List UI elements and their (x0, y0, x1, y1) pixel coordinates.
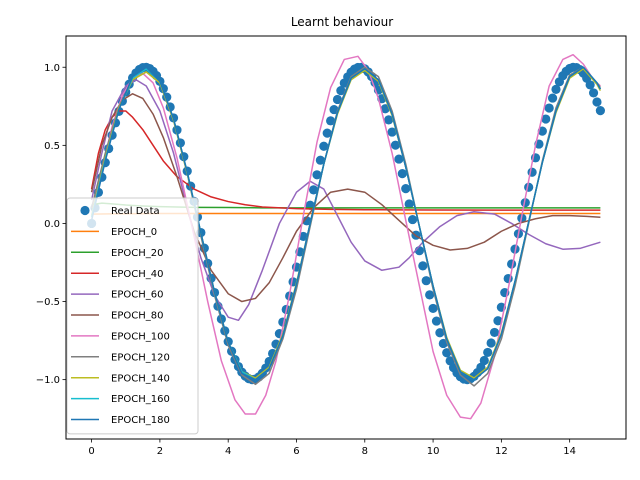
y-tick-label: −1.0 (36, 375, 60, 386)
x-tick-label: 4 (225, 446, 231, 457)
legend-label: EPOCH_0 (111, 227, 157, 238)
real-data-point (401, 184, 411, 194)
real-data-point (483, 347, 493, 358)
x-tick-label: 10 (427, 446, 440, 457)
legend-label: EPOCH_60 (111, 290, 163, 301)
real-data-point (418, 261, 428, 271)
real-data-point (476, 362, 486, 372)
legend-label: EPOCH_120 (111, 352, 170, 363)
real-data-point (319, 141, 329, 151)
x-tick-label: 2 (157, 446, 163, 457)
real-data-point (425, 290, 435, 300)
real-data-point (442, 348, 452, 358)
x-axis: 0 2 4 6 8 10 12 14 (88, 439, 576, 457)
legend-marker-real-data (80, 205, 90, 216)
real-data-point (390, 140, 401, 150)
y-tick-label: 1.0 (44, 63, 60, 74)
real-data-point (421, 276, 431, 286)
real-data-point (312, 170, 322, 180)
legend-label: EPOCH_160 (111, 394, 170, 405)
legend-label: EPOCH_100 (111, 332, 170, 343)
y-tick-label: 0.0 (44, 219, 60, 230)
real-data-point (544, 103, 554, 113)
real-data-point (438, 338, 448, 349)
real-data-point (547, 93, 558, 103)
axes-frame (65, 35, 627, 440)
y-tick-label: −0.5 (36, 297, 60, 308)
real-data-point (308, 185, 319, 195)
legend-label: EPOCH_20 (111, 248, 163, 259)
x-tick-label: 6 (293, 446, 299, 457)
x-tick-label: 0 (88, 446, 94, 457)
real-data-point (551, 84, 561, 94)
real-data-point (527, 167, 537, 177)
real-data-point (493, 316, 503, 326)
real-data-point (431, 316, 442, 326)
legend: Real Data EPOCH_0 EPOCH_20 EPOCH_40 EPOCH_60… (66, 197, 199, 435)
real-data-point (479, 355, 489, 366)
legend-label: EPOCH_40 (111, 269, 163, 280)
legend-label: Real Data (111, 206, 160, 217)
chart-title: Learnt behaviour (291, 15, 393, 29)
real-data-point (397, 169, 407, 179)
real-data-point (298, 231, 308, 242)
real-data-point (387, 127, 397, 137)
legend-box (66, 197, 199, 435)
real-data-point (404, 199, 414, 209)
y-tick-label: 0.5 (44, 141, 60, 152)
legend-label: EPOCH_80 (111, 311, 163, 322)
real-data-point (588, 88, 599, 98)
real-data-point (435, 328, 445, 338)
real-data-point (407, 214, 418, 225)
series-line-epoch-180 (90, 66, 602, 381)
real-data-point (428, 303, 438, 314)
real-data-point (336, 86, 346, 96)
real-data-point (315, 155, 325, 165)
series-line-epoch-60 (90, 78, 601, 322)
real-data-point (394, 154, 404, 164)
x-tick-label: 8 (362, 446, 368, 457)
real-data-point (592, 97, 602, 107)
real-data-point (322, 128, 332, 138)
legend-label: EPOCH_180 (111, 415, 170, 426)
real-data-point (384, 115, 394, 125)
real-data-point (302, 216, 312, 226)
real-data-point (329, 104, 339, 115)
real-data-point (380, 104, 390, 114)
real-data-point (489, 327, 500, 338)
y-axis: −1.0 −0.5 0.0 0.5 1.0 (36, 63, 66, 386)
real-data-point (332, 94, 343, 105)
x-tick-label: 12 (495, 446, 508, 457)
real-data-point (445, 356, 455, 366)
legend-label: EPOCH_140 (111, 373, 170, 384)
real-data-point (585, 80, 595, 90)
real-data-point (541, 114, 551, 124)
series-line-epoch-100 (90, 53, 601, 420)
x-tick-label: 14 (563, 446, 576, 457)
real-data-point (595, 105, 605, 116)
real-data-point (520, 198, 530, 208)
real-data-point (486, 338, 496, 348)
real-data-point (326, 116, 336, 126)
